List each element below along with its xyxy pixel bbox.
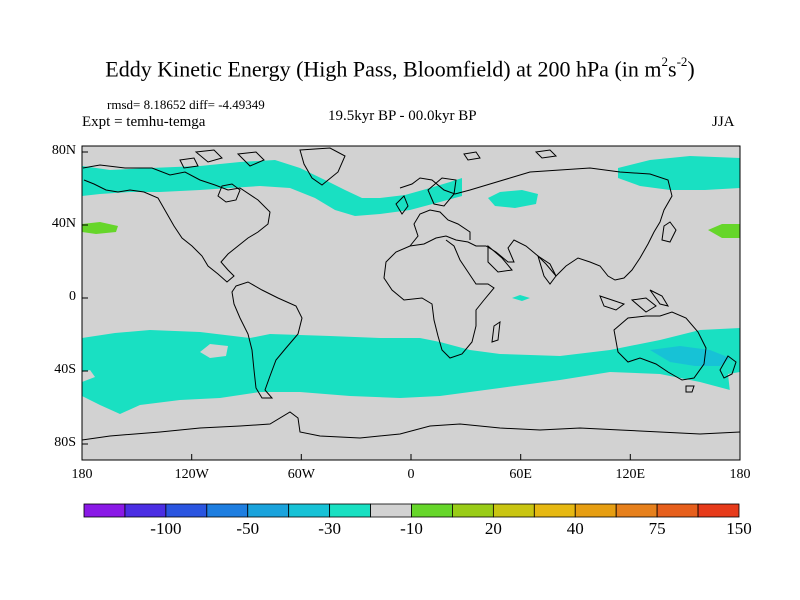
colorbar-swatch — [574, 503, 617, 518]
title-mid: s — [668, 56, 677, 82]
east-positive-green-patch — [708, 224, 740, 238]
colorbar-swatch — [656, 503, 699, 518]
south-america-coast — [231, 281, 303, 399]
colorbar-swatch — [370, 503, 412, 518]
neutral-background — [82, 146, 740, 460]
colorbar-label: -30 — [318, 519, 341, 538]
axis-ticks — [81, 151, 741, 460]
title-main: Eddy Kinetic Energy (High Pass, Bloomfie… — [105, 56, 662, 82]
y-tick-label: 0 — [69, 289, 76, 304]
colorbar-swatch — [206, 503, 249, 518]
colorbar-swatch — [533, 503, 576, 518]
colorbar-label: 20 — [484, 519, 502, 538]
colorbar-label: 40 — [566, 519, 584, 538]
india — [537, 254, 557, 285]
colorbar-swatch — [697, 503, 740, 518]
title-end: ) — [687, 56, 695, 82]
y-tick-label: 40N — [51, 216, 76, 231]
colorbar-swatch — [615, 503, 658, 518]
title-sup-2: -2 — [676, 54, 688, 69]
colorbar-label: -100 — [150, 519, 182, 538]
british-isles — [395, 195, 409, 215]
colorbar-label: -10 — [400, 519, 423, 538]
colorbar-swatch — [492, 503, 535, 518]
antarctica-coast — [82, 411, 740, 441]
colorbar-swatch — [247, 503, 290, 518]
southeast-asia-islands — [599, 289, 670, 313]
colorbar-label: 75 — [648, 519, 666, 538]
x-tick-label: 120E — [615, 467, 646, 482]
colorbar-swatch — [165, 503, 208, 518]
madagascar — [491, 320, 501, 343]
x-tick-label: 120W — [174, 467, 209, 482]
colorbar-swatch — [411, 503, 453, 518]
tasmania — [685, 385, 695, 393]
y-tick-label: 80S — [54, 435, 76, 450]
stats-label: rmsd= 8.18652 diff= -4.49349 — [107, 97, 265, 112]
experiment-label: Expt = temhu-temga — [82, 114, 206, 130]
x-tick-label: 180 — [729, 467, 751, 482]
southern-hole-east — [82, 370, 95, 382]
y-tick-label: 80N — [51, 143, 76, 158]
y-tick-label: 40S — [54, 362, 76, 377]
period-label: 19.5kyr BP - 00.0kyr BP — [328, 108, 477, 124]
colorbar-swatch — [83, 503, 126, 518]
europe-detail — [409, 209, 471, 247]
australia-coast — [613, 311, 707, 381]
colorbar-swatch — [288, 503, 331, 518]
colorbar-swatch — [329, 503, 371, 518]
season-label: JJA — [712, 114, 735, 130]
north-america-coast — [82, 164, 271, 283]
greenland — [299, 147, 346, 186]
southern-ocean-teal-band — [82, 328, 740, 414]
colorbar-label: 150 — [726, 519, 752, 538]
north-pacific-teal-region — [618, 156, 740, 190]
eurasia-africa-coast — [383, 167, 673, 359]
x-tick-label: 180 — [71, 467, 93, 482]
north-teal-patch — [488, 190, 538, 208]
colorbar-swatch — [452, 503, 494, 518]
colorbar-swatch — [124, 503, 167, 518]
scandinavia — [427, 177, 457, 207]
coastlines — [82, 147, 740, 441]
x-tick-label: 60E — [509, 467, 532, 482]
west-positive-green-patch — [82, 222, 118, 234]
south-australia-cyan-patch — [650, 346, 730, 366]
new-zealand — [719, 355, 737, 379]
x-tick-label: 0 — [407, 467, 415, 482]
arctic-islands — [179, 149, 558, 169]
southern-hole-west — [200, 344, 228, 358]
figure-title: Eddy Kinetic Energy (High Pass, Bloomfie… — [0, 54, 800, 82]
hudson-bay — [217, 183, 241, 203]
southern-hole-far-east — [728, 372, 740, 396]
colorbar — [83, 503, 740, 518]
x-tick-label: 60W — [287, 467, 315, 482]
tropical-teal-patch — [512, 295, 530, 301]
arabia — [487, 244, 513, 273]
japan — [661, 221, 677, 243]
title-sup-1: 2 — [661, 54, 669, 69]
colorbar-label: -50 — [236, 519, 260, 538]
